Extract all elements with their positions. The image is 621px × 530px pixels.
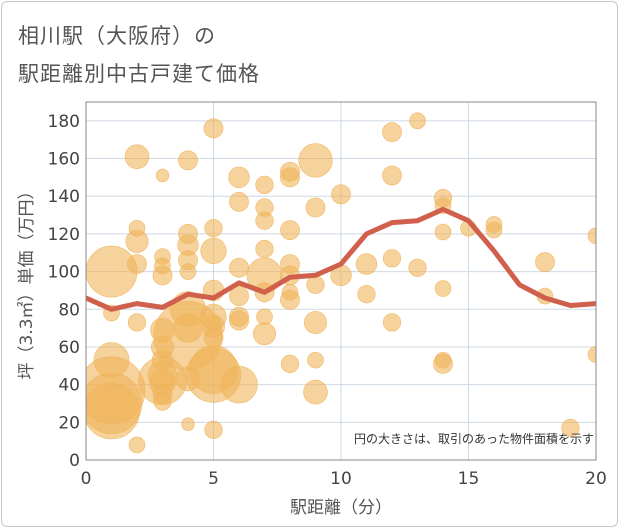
y-axis-label: 坪（3.3㎡）単価（万円） <box>17 182 37 379</box>
bubble-point <box>229 191 249 212</box>
x-axis-label: 駅距離（分） <box>290 498 392 518</box>
bubble-point <box>255 175 274 195</box>
y-tick-label: 80 <box>58 300 80 320</box>
bubble-point <box>587 346 596 363</box>
y-axis-ticks: 0 20 40 60 80 100 120 140 160 180 <box>48 112 80 471</box>
chart-title-line1: 相川駅（大阪府）の <box>18 24 216 48</box>
bubble-point <box>434 280 452 297</box>
x-tick-label: 5 <box>208 469 219 489</box>
y-tick-label: 40 <box>58 376 80 396</box>
average-price-line <box>86 206 596 312</box>
bubble-point <box>306 275 325 294</box>
bubble-point <box>228 166 250 189</box>
bubble-point <box>181 417 195 431</box>
bubble-point <box>303 310 327 334</box>
bubble-point <box>561 418 580 438</box>
bubble-point <box>203 118 224 139</box>
bubble-point <box>229 286 249 306</box>
bubble-point <box>298 143 333 178</box>
bubble-point <box>382 313 402 332</box>
bubble-point <box>127 313 147 332</box>
y-tick-label: 60 <box>58 338 80 358</box>
y-tick-label: 140 <box>48 187 80 207</box>
bubble-point <box>434 223 452 241</box>
bubble-point <box>535 252 555 273</box>
bubble-point <box>204 219 223 238</box>
bubble-point <box>255 239 274 259</box>
x-tick-label: 10 <box>330 469 352 489</box>
bubble-point <box>280 167 300 188</box>
x-tick-label: 15 <box>458 469 480 489</box>
bubble-point <box>229 257 249 278</box>
bubble-point <box>485 221 503 239</box>
bubbles-group <box>86 112 596 454</box>
bubble-point <box>124 144 150 169</box>
bubble-point <box>229 310 249 331</box>
bubble-point <box>587 227 596 245</box>
chart-title-line2: 駅距離別中古戸建て価格 <box>18 62 260 86</box>
bubble-point <box>220 365 258 404</box>
y-tick-label: 20 <box>58 413 80 433</box>
bubble-point <box>178 150 198 171</box>
bubble-point <box>86 382 140 440</box>
bubble-point <box>127 254 147 274</box>
y-tick-label: 0 <box>69 451 80 471</box>
x-tick-label: 0 <box>81 469 92 489</box>
bubble-point <box>355 253 378 275</box>
bubble-size-note: 円の大きさは、取引のあった物件面積を示す <box>354 431 594 446</box>
bubble-point <box>307 351 324 369</box>
y-tick-label: 160 <box>48 150 80 170</box>
bubble-point <box>280 289 300 310</box>
bubble-point <box>179 263 197 280</box>
y-tick-label: 120 <box>48 225 80 245</box>
bubble-point <box>255 211 274 230</box>
x-tick-label: 20 <box>585 469 607 489</box>
bubble-point <box>125 229 149 253</box>
bubble-point <box>204 420 223 439</box>
bubble-point <box>331 184 351 205</box>
bubble-point <box>203 327 224 348</box>
bubble-point <box>86 245 138 298</box>
bubble-point <box>382 122 402 143</box>
bubble-point <box>152 265 173 286</box>
bubble-point <box>305 197 326 218</box>
bubble-point <box>155 168 170 183</box>
bubble-point <box>128 436 146 454</box>
bubble-point <box>409 112 426 130</box>
y-tick-label: 180 <box>48 112 80 132</box>
bubble-point <box>408 258 427 277</box>
x-axis-ticks: 0 5 10 15 20 <box>81 469 607 489</box>
bubble-point <box>357 285 376 304</box>
bubble-point <box>433 354 453 374</box>
bubble-point <box>200 237 227 264</box>
plot-area-border <box>85 101 597 461</box>
y-tick-label: 100 <box>48 263 80 283</box>
bubble-point <box>382 249 402 268</box>
bubble-point <box>280 220 300 241</box>
bubble-point <box>303 379 328 405</box>
bubble-point <box>253 322 277 346</box>
bubble-point <box>280 354 300 374</box>
bubble-point <box>382 165 402 186</box>
